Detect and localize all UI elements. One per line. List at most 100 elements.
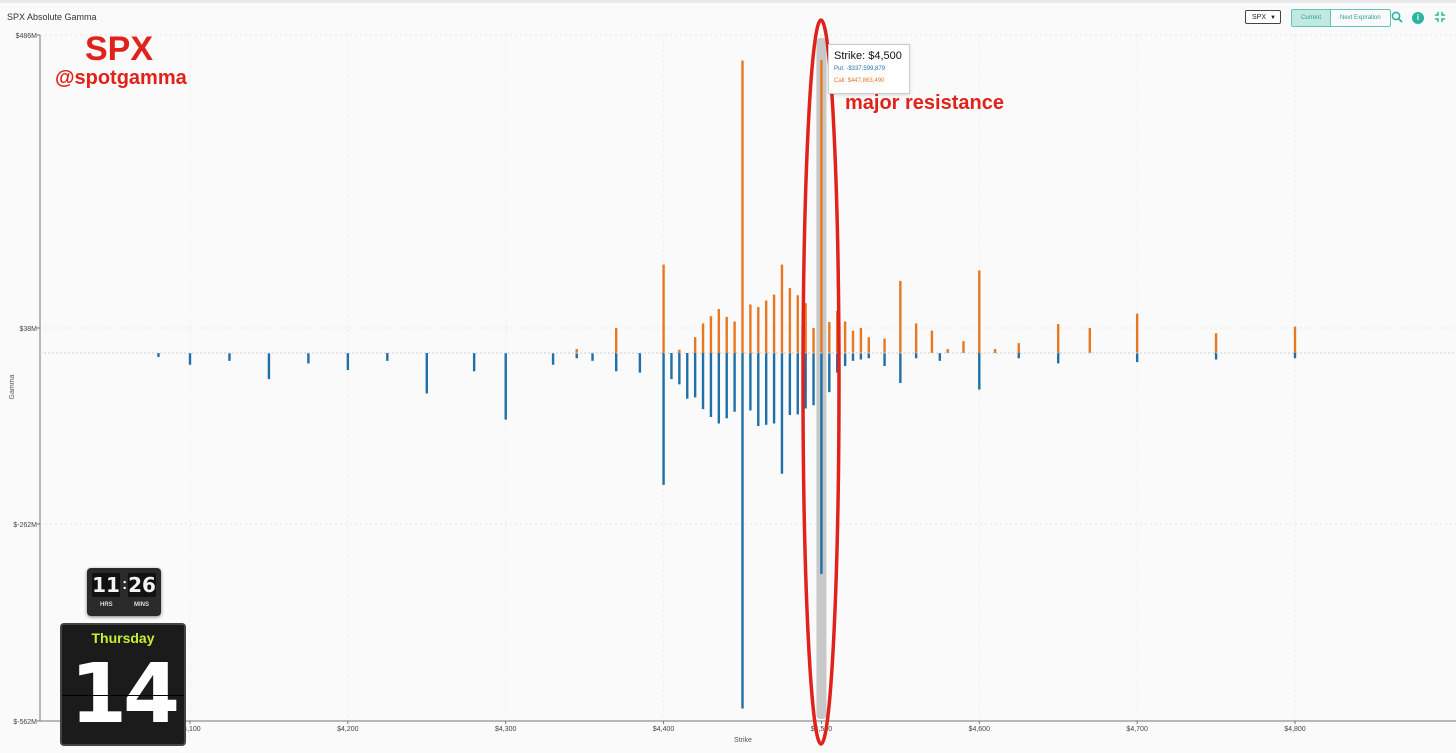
put-bar-4420[interactable] [693, 353, 697, 398]
put-bar-4300[interactable] [504, 353, 507, 420]
call-bar-4570[interactable] [930, 330, 934, 353]
put-bar-4385[interactable] [638, 353, 642, 373]
put-bar-4330[interactable] [551, 353, 555, 365]
current-button[interactable]: Current [1292, 10, 1332, 26]
put-bar-4550[interactable] [899, 353, 902, 384]
put-bar-4345[interactable] [575, 353, 578, 359]
put-bar-4370[interactable] [615, 353, 618, 372]
put-bar-4455[interactable] [749, 353, 752, 411]
put-bar-4495[interactable] [812, 353, 815, 406]
put-bar-4410[interactable] [678, 353, 681, 385]
put-bar-4435[interactable] [717, 353, 721, 424]
put-bar-4750[interactable] [1214, 353, 1218, 360]
put-bar-4530[interactable] [867, 353, 870, 359]
put-bar-4485[interactable] [796, 353, 799, 415]
call-bar-4750[interactable] [1214, 333, 1218, 353]
call-bar-4590[interactable] [962, 341, 965, 353]
put-bar-4465[interactable] [764, 353, 768, 425]
call-bar-4435[interactable] [717, 309, 721, 353]
call-bar-4520[interactable] [851, 330, 855, 353]
put-bar-4700[interactable] [1135, 353, 1139, 363]
put-bar-4445[interactable] [733, 353, 736, 412]
put-bar-4425[interactable] [701, 353, 705, 410]
call-bar-4460[interactable] [757, 307, 760, 353]
collapse-icon[interactable] [1434, 11, 1446, 25]
put-bar-4560[interactable] [914, 353, 918, 359]
info-icon[interactable]: i [1412, 12, 1424, 24]
call-bar-4600[interactable] [978, 270, 981, 353]
tooltip-strike: Strike: $4,500 [834, 50, 902, 62]
put-bar-4400[interactable] [662, 353, 665, 485]
put-bar-4625[interactable] [1017, 353, 1020, 359]
call-bar-4530[interactable] [867, 337, 870, 353]
call-bar-4455[interactable] [749, 304, 752, 353]
call-bar-4370[interactable] [615, 328, 618, 353]
put-bar-4280[interactable] [472, 353, 476, 372]
call-bar-4475[interactable] [780, 264, 784, 353]
call-bar-4650[interactable] [1057, 324, 1060, 353]
call-bar-4495[interactable] [812, 328, 815, 353]
put-bar-4500[interactable] [820, 353, 823, 574]
call-bar-4550[interactable] [899, 280, 902, 353]
call-bar-4625[interactable] [1017, 343, 1020, 353]
call-bar-4560[interactable] [914, 323, 918, 353]
call-bar-4700[interactable] [1135, 313, 1139, 353]
call-bar-4540[interactable] [883, 338, 886, 353]
put-bar-4475[interactable] [780, 353, 784, 474]
put-bar-4505[interactable] [828, 353, 831, 393]
call-bar-4425[interactable] [701, 323, 705, 353]
put-bar-4450[interactable] [741, 353, 744, 709]
call-bar-4610[interactable] [993, 349, 997, 353]
put-bar-4200[interactable] [346, 353, 350, 370]
put-bar-4540[interactable] [883, 353, 886, 367]
put-bar-4440[interactable] [725, 353, 728, 419]
put-bar-4520[interactable] [851, 353, 855, 361]
call-bar-4400[interactable] [662, 264, 665, 353]
put-bar-4800[interactable] [1293, 353, 1297, 359]
put-bar-4225[interactable] [386, 353, 389, 361]
put-bar-4490[interactable] [804, 353, 807, 409]
call-bar-4470[interactable] [772, 294, 776, 353]
call-bar-4480[interactable] [788, 288, 792, 353]
put-bar-4415[interactable] [686, 353, 689, 399]
put-bar-4650[interactable] [1057, 353, 1060, 364]
call-bar-4500[interactable] [820, 59, 823, 353]
put-bar-4460[interactable] [757, 353, 760, 427]
call-bar-4440[interactable] [725, 316, 728, 353]
put-bar-4150[interactable] [267, 353, 271, 380]
call-bar-4465[interactable] [764, 300, 768, 353]
put-bar-4575[interactable] [938, 353, 942, 361]
call-bar-4490[interactable] [804, 303, 807, 353]
call-bar-4670[interactable] [1088, 328, 1091, 353]
put-bar-4600[interactable] [978, 353, 981, 390]
put-bar-4355[interactable] [591, 353, 594, 361]
call-bar-4450[interactable] [741, 60, 744, 354]
put-bar-4100[interactable] [188, 353, 192, 365]
put-bar-4250[interactable] [425, 353, 428, 394]
call-bar-4345[interactable] [575, 349, 578, 353]
put-bar-4080[interactable] [157, 353, 160, 357]
call-bar-4505[interactable] [828, 322, 831, 353]
expiration-toggle[interactable]: Current Next Expiration [1291, 9, 1391, 27]
put-bar-4525[interactable] [859, 353, 863, 360]
call-bar-4580[interactable] [946, 349, 949, 353]
call-bar-4525[interactable] [859, 328, 863, 353]
put-bar-4510[interactable] [836, 353, 839, 373]
put-bar-4175[interactable] [307, 353, 310, 364]
search-icon[interactable] [1391, 11, 1403, 25]
put-bar-4515[interactable] [843, 353, 847, 367]
put-bar-4480[interactable] [788, 353, 792, 416]
next-expiration-button[interactable]: Next Expiration [1340, 15, 1381, 21]
put-bar-4405[interactable] [670, 353, 673, 380]
call-bar-4420[interactable] [693, 337, 697, 353]
call-bar-4410[interactable] [678, 349, 681, 353]
put-bar-4430[interactable] [709, 353, 713, 417]
call-bar-4515[interactable] [843, 321, 847, 353]
put-bar-4470[interactable] [772, 353, 776, 424]
call-bar-4445[interactable] [733, 321, 736, 353]
call-bar-4485[interactable] [796, 295, 799, 353]
call-bar-4430[interactable] [709, 316, 713, 353]
call-bar-4800[interactable] [1293, 326, 1297, 353]
symbol-dropdown[interactable]: SPX ▼ [1245, 10, 1281, 24]
put-bar-4125[interactable] [228, 353, 231, 361]
